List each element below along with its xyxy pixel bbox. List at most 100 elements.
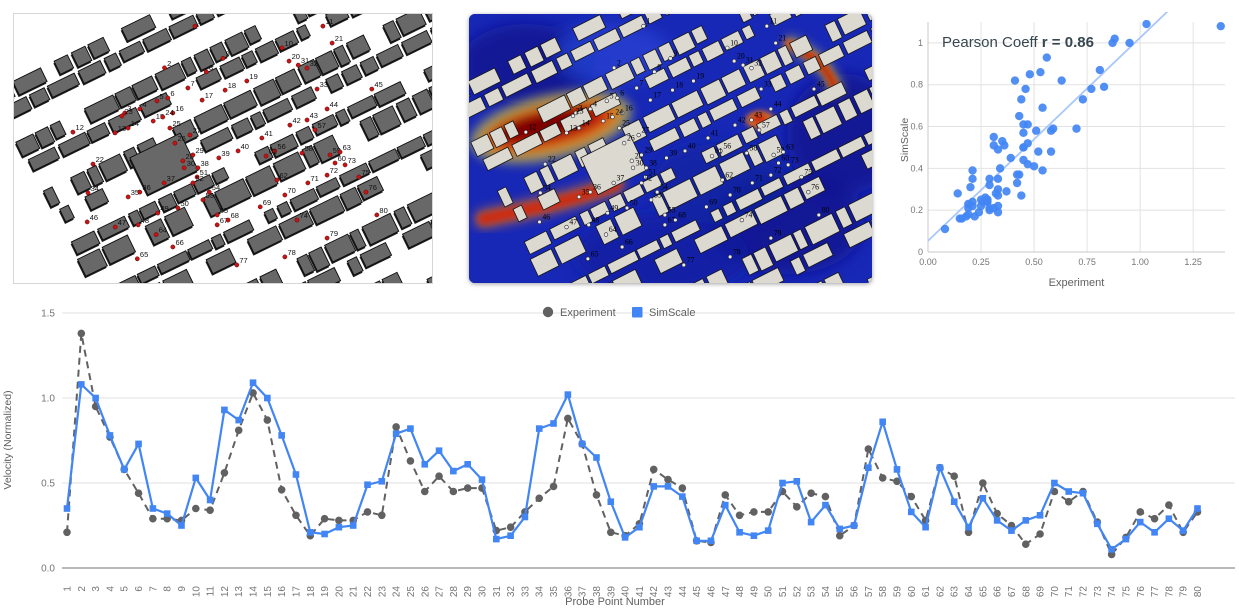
probe-label: 77 xyxy=(687,255,695,264)
scatter-point xyxy=(1125,38,1134,48)
x-tick-label: 7 xyxy=(148,586,159,592)
x-tick-label: 39 xyxy=(606,586,617,598)
probe-label: 57 xyxy=(762,120,770,129)
probe-dot xyxy=(570,113,576,119)
probe-dot xyxy=(768,172,773,178)
probe-dot xyxy=(759,86,764,92)
probe-label: 14 xyxy=(582,118,590,127)
scatter-point xyxy=(1025,70,1035,79)
probe-dot xyxy=(180,158,186,164)
probe-label: 16 xyxy=(175,104,183,113)
probe-dot xyxy=(274,177,280,183)
scatter-point xyxy=(1038,103,1047,112)
simscale-line xyxy=(65,381,1199,551)
probe-label: 1 xyxy=(646,16,650,25)
probe-label: 28 xyxy=(635,151,643,160)
probe-dot xyxy=(728,254,733,260)
probe-dot xyxy=(263,153,269,159)
probe-label: 73 xyxy=(348,156,356,165)
probe-label: 49 xyxy=(160,204,168,213)
probe-dot xyxy=(630,165,636,171)
x-tick-label: 62 xyxy=(935,586,946,598)
scatter-point xyxy=(1021,84,1030,94)
probe-dot xyxy=(187,132,193,138)
probe-label: 59 xyxy=(333,146,341,155)
scatter-point xyxy=(989,132,998,142)
probe-label: 27 xyxy=(642,125,650,134)
scatter-point xyxy=(993,174,1003,184)
scatter-point xyxy=(1017,191,1026,200)
probe-label: 7 xyxy=(640,78,644,87)
scatter-point xyxy=(1046,147,1056,156)
scatter-point xyxy=(1038,166,1047,175)
scatter-point xyxy=(981,193,990,202)
probe-dot xyxy=(305,180,311,186)
probe-label: 66 xyxy=(175,238,183,247)
probe-dot xyxy=(299,150,305,156)
x-tick-label: 9 xyxy=(177,586,188,592)
probe-label: 25 xyxy=(622,118,630,127)
x-tick-label: 79 xyxy=(1179,586,1190,598)
x-tick-label: 35 xyxy=(549,586,560,598)
probe-label: 74 xyxy=(300,211,308,220)
x-tick-label: 71 xyxy=(1064,586,1075,598)
probe-label: 41 xyxy=(264,129,272,138)
probe-dot xyxy=(586,222,591,228)
x-tick-label: 8 xyxy=(163,586,174,592)
probe-dot xyxy=(641,23,646,29)
probe-label: 51 xyxy=(200,168,208,177)
probe-dot xyxy=(644,165,649,171)
probe-label: 21 xyxy=(779,33,787,42)
probe-dot xyxy=(192,23,198,29)
probe-label: 34 xyxy=(543,183,551,192)
probe-label: 22 xyxy=(96,155,104,164)
experiment-line xyxy=(66,332,1199,556)
probe-dot xyxy=(320,23,326,29)
probe-label: 70 xyxy=(733,185,741,194)
probe-label: 79 xyxy=(774,228,782,237)
probe-dot xyxy=(304,117,310,123)
scatter-point xyxy=(1078,95,1088,104)
simscale-legend-label: SimScale xyxy=(649,307,695,319)
probe-label: 51 xyxy=(648,167,656,176)
probe-dot xyxy=(282,254,288,260)
probe-dot xyxy=(604,98,609,104)
probe-label: 36 xyxy=(593,182,601,191)
probe-label: 42 xyxy=(292,116,300,125)
probe-dot xyxy=(112,224,118,230)
probe-label: 55 xyxy=(220,206,228,215)
scatter-point xyxy=(966,182,975,192)
scatter-point xyxy=(1057,76,1066,85)
x-tick-label: 53 xyxy=(807,586,818,598)
scatter-y-tick: 0 xyxy=(918,247,923,257)
chart-legend: Experiment SimScale xyxy=(542,306,695,319)
scatter-point xyxy=(968,166,977,175)
probe-dot xyxy=(605,210,610,216)
x-tick-label: 40 xyxy=(621,586,632,598)
velocity-line-chart: 0.0 0.5 1.0 1.5 Velocity (Normalized) 1 2 3 4 5 6 7… xyxy=(0,300,1239,609)
probe-label: 43 xyxy=(310,111,318,120)
probe-dot xyxy=(740,62,746,68)
probe-label: 20 xyxy=(737,51,745,60)
x-tick-label: 31 xyxy=(492,586,503,598)
probe-dot xyxy=(744,150,749,156)
probe-dot xyxy=(170,244,176,250)
probe-dot xyxy=(576,194,582,200)
probe-dot xyxy=(279,45,285,51)
probe-dot xyxy=(324,235,330,241)
probe-dot xyxy=(611,180,616,186)
scatter-y-tick: 1 xyxy=(918,38,923,48)
probe-label: 28 xyxy=(185,152,193,161)
probe-label: 8 xyxy=(657,62,661,71)
probe-label: 4 xyxy=(142,100,146,109)
probe-label: 1 xyxy=(198,17,202,26)
x-tick-label: 28 xyxy=(449,586,460,598)
probe-dot xyxy=(214,212,220,218)
probe-label: 5 xyxy=(610,91,614,100)
scatter-point xyxy=(1017,95,1026,104)
probe-label: 44 xyxy=(774,99,782,108)
probe-label: 21 xyxy=(335,34,343,43)
probe-dot xyxy=(342,162,348,168)
x-tick-label: 63 xyxy=(950,586,961,598)
